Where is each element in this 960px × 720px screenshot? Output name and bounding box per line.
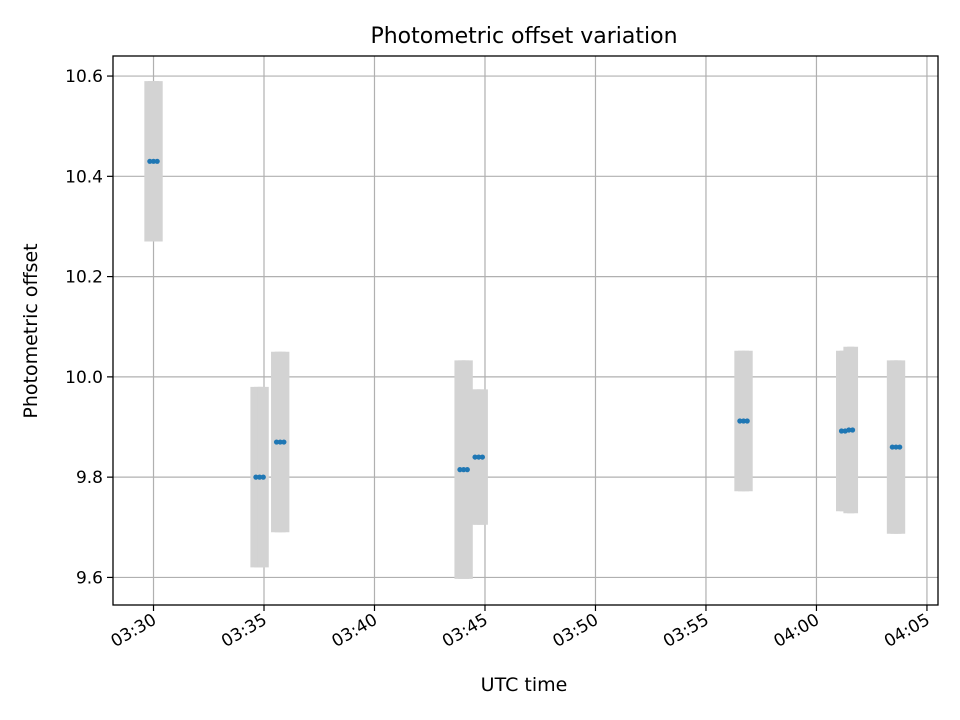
data-point	[461, 467, 467, 473]
data-point	[260, 474, 266, 480]
data-point	[154, 158, 160, 164]
data-point	[147, 158, 153, 164]
data-point	[464, 467, 470, 473]
y-tick-label: 10.4	[65, 167, 103, 187]
data-points	[147, 158, 903, 480]
data-point	[281, 439, 287, 445]
data-point	[889, 444, 895, 450]
data-point	[893, 444, 899, 450]
data-point	[253, 474, 259, 480]
chart-title: Photometric offset variation	[370, 24, 677, 49]
data-point	[838, 428, 845, 434]
y-tick-label: 9.8	[76, 468, 103, 488]
y-tick-label: 10.6	[65, 67, 103, 87]
y-axis-ticks: 9.6 9.8 10.0 10.2 10.4 10.6	[65, 67, 113, 588]
x-tick-label: 03:50	[550, 610, 602, 652]
x-tick-label: 03:55	[660, 610, 712, 652]
data-point	[457, 467, 463, 473]
data-point	[849, 427, 856, 433]
x-tick-label: 04:05	[881, 610, 933, 652]
data-point	[273, 439, 280, 445]
x-tick-label: 03:35	[218, 610, 270, 652]
error-bars	[144, 81, 906, 579]
data-point	[256, 474, 263, 480]
x-tick-label: 03:30	[108, 610, 160, 652]
data-point	[476, 454, 482, 460]
data-point	[846, 427, 852, 433]
data-point	[150, 158, 157, 164]
plot-frame	[112, 55, 939, 606]
x-tick-label: 04:00	[771, 610, 823, 652]
data-point	[744, 418, 750, 424]
data-point	[479, 454, 486, 460]
x-axis-ticks: 03:30 03:35 03:40 03:45 03:50 03:55 04:00 04:05	[108, 605, 933, 652]
data-point	[740, 418, 747, 424]
x-tick-label: 03:40	[329, 610, 381, 652]
data-point	[277, 439, 283, 445]
x-tick-label: 03:45	[439, 610, 491, 652]
x-axis-label: UTC time	[481, 674, 568, 696]
data-point	[897, 444, 903, 450]
y-tick-label: 10.0	[65, 368, 103, 388]
grid	[113, 56, 938, 605]
data-point	[472, 454, 478, 460]
y-tick-label: 9.6	[76, 568, 103, 588]
y-tick-label: 10.2	[65, 268, 103, 288]
data-point	[737, 418, 743, 424]
y-axis-label: Photometric offset	[20, 243, 42, 418]
